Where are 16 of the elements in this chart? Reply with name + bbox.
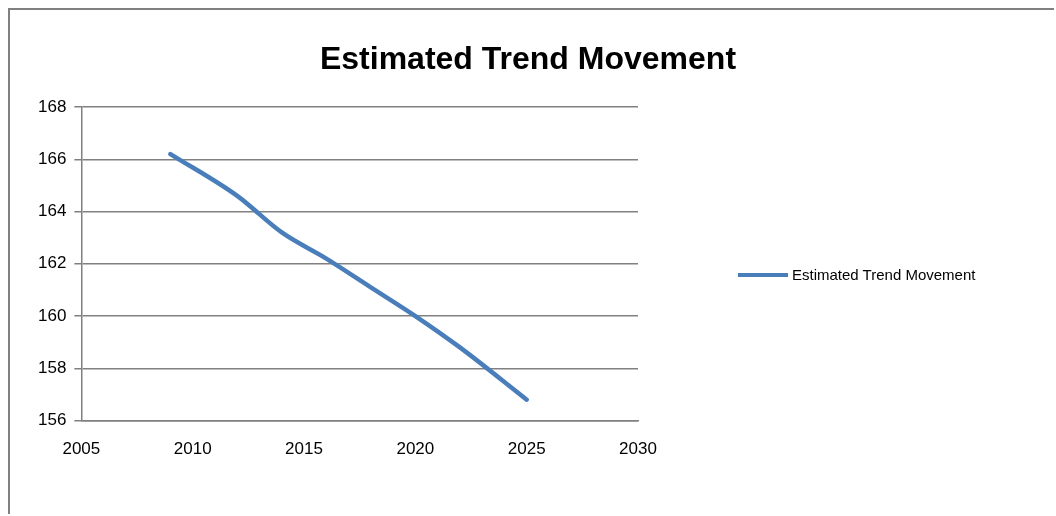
chart-title: Estimated Trend Movement (318, 40, 738, 77)
y-tick-label: 160 (37, 305, 67, 325)
legend-label: Estimated Trend Movement (792, 266, 976, 283)
y-tick-label: 162 (37, 253, 67, 273)
y-tick-label: 166 (37, 148, 67, 168)
y-tick-label: 164 (37, 201, 67, 221)
y-tick-label: 168 (37, 96, 67, 116)
x-tick-label: 2030 (619, 439, 657, 459)
x-tick-label: 2025 (507, 439, 546, 459)
x-tick-label: 2015 (285, 439, 323, 459)
x-tick-label: 2005 (62, 439, 101, 459)
x-tick-label: 2020 (396, 439, 435, 459)
x-tick-label: 2010 (173, 439, 212, 459)
y-tick-label: 156 (37, 410, 67, 430)
line-series (168, 151, 529, 402)
y-tick-label: 158 (37, 358, 67, 378)
